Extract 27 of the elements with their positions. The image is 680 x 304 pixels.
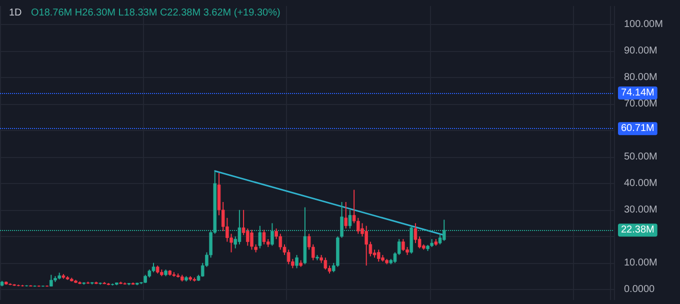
chart-title: 1D bbox=[9, 8, 22, 18]
y-tick-label: 100.00M bbox=[624, 19, 663, 30]
ref-line-label: 60.71M bbox=[621, 123, 654, 134]
y-tick-label: 10.00M bbox=[624, 257, 658, 268]
candlestick bbox=[246, 228, 250, 246]
y-tick-label: 30.00M bbox=[624, 204, 658, 216]
y-tick-label: 50.00M bbox=[624, 151, 658, 162]
candlestick bbox=[414, 222, 418, 244]
candlestick bbox=[324, 257, 328, 270]
candlestick bbox=[262, 229, 266, 245]
candlestick bbox=[50, 274, 53, 287]
y-tick-label: 70.00M bbox=[624, 98, 658, 110]
y-tick-label: 40.00M bbox=[624, 178, 658, 189]
annotation: O18.76M H26.30M L18.33M C22.38M 3.62M (+19.30%) bbox=[31, 8, 280, 18]
candlestick bbox=[377, 249, 380, 262]
candlestick bbox=[402, 238, 405, 252]
candlestick bbox=[295, 254, 298, 269]
y-tick-label: 80.00M bbox=[624, 72, 658, 84]
y-tick-label: 90.00M bbox=[624, 46, 658, 57]
y-tick-label: 0.0000 bbox=[624, 284, 656, 295]
candlestick bbox=[250, 229, 254, 250]
candlestick bbox=[364, 225, 368, 266]
candlestick bbox=[344, 202, 348, 229]
candlestick bbox=[286, 249, 290, 265]
candlestick bbox=[356, 217, 360, 234]
ref-line-label: 74.14M bbox=[621, 88, 654, 99]
ref-line-label: 22.38M bbox=[621, 224, 654, 236]
